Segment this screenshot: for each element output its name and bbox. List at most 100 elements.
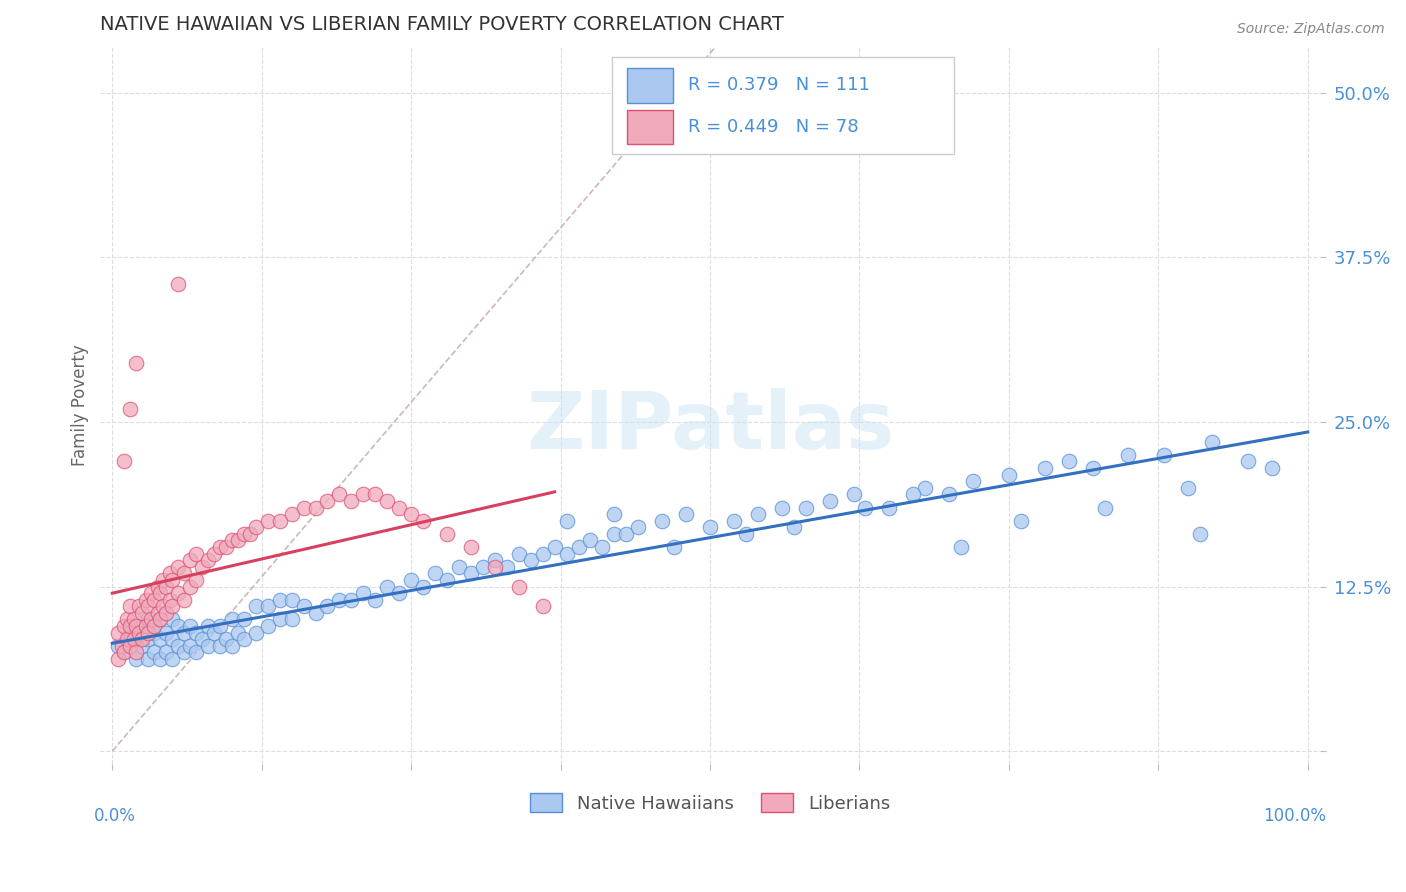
Point <box>269 592 291 607</box>
Point <box>436 526 458 541</box>
Point <box>136 652 159 666</box>
Point <box>352 487 374 501</box>
Point <box>495 559 517 574</box>
Point <box>184 573 207 587</box>
Point <box>135 592 157 607</box>
Text: NATIVE HAWAIIAN VS LIBERIAN FAMILY POVERTY CORRELATION CHART: NATIVE HAWAIIAN VS LIBERIAN FAMILY POVER… <box>100 15 785 34</box>
Point <box>555 514 578 528</box>
Point <box>879 500 901 515</box>
Point <box>543 540 565 554</box>
Point <box>375 494 398 508</box>
Point <box>962 474 984 488</box>
Point <box>136 599 159 614</box>
Point <box>179 553 201 567</box>
Point <box>603 526 626 541</box>
Point <box>664 540 686 554</box>
Point <box>938 487 960 501</box>
Point <box>160 573 183 587</box>
Point <box>120 401 142 416</box>
Point <box>818 494 841 508</box>
Point <box>167 277 190 291</box>
Point <box>112 645 135 659</box>
Point <box>221 612 243 626</box>
Point <box>173 645 195 659</box>
FancyBboxPatch shape <box>627 68 673 103</box>
Point <box>143 645 166 659</box>
Point <box>675 507 697 521</box>
Point <box>160 612 183 626</box>
Point <box>155 645 177 659</box>
Point <box>388 586 411 600</box>
Legend: Native Hawaiians, Liberians: Native Hawaiians, Liberians <box>523 786 897 820</box>
Point <box>120 625 142 640</box>
Point <box>208 639 231 653</box>
FancyBboxPatch shape <box>613 57 953 154</box>
Point <box>184 547 207 561</box>
Point <box>316 494 339 508</box>
Point <box>159 566 181 581</box>
Point <box>226 625 249 640</box>
Point <box>735 526 758 541</box>
Point <box>202 625 225 640</box>
Point <box>179 639 201 653</box>
Point <box>614 526 637 541</box>
Point <box>232 612 254 626</box>
Point <box>245 520 267 534</box>
Point <box>280 507 302 521</box>
Point <box>232 526 254 541</box>
Point <box>167 586 190 600</box>
Point <box>239 526 262 541</box>
Point <box>292 500 315 515</box>
Point <box>651 514 673 528</box>
Point <box>269 514 291 528</box>
Point <box>191 559 214 574</box>
Point <box>1118 448 1140 462</box>
Point <box>131 632 153 647</box>
Point <box>184 625 207 640</box>
Point <box>245 625 267 640</box>
Point <box>146 580 169 594</box>
Point <box>903 487 925 501</box>
Point <box>352 586 374 600</box>
Point <box>460 566 482 581</box>
Point <box>471 559 494 574</box>
Point <box>723 514 745 528</box>
Point <box>143 592 166 607</box>
Point <box>191 632 214 647</box>
Point <box>139 612 162 626</box>
Point <box>256 599 278 614</box>
Point <box>173 625 195 640</box>
Point <box>107 639 129 653</box>
Point <box>139 586 162 600</box>
Text: ZIPatlas: ZIPatlas <box>526 388 894 466</box>
Point <box>120 619 142 633</box>
Point <box>412 514 434 528</box>
Point <box>1201 434 1223 449</box>
Point <box>197 553 219 567</box>
Point <box>1033 461 1056 475</box>
Point <box>375 580 398 594</box>
Point <box>770 500 793 515</box>
Point <box>125 645 148 659</box>
Point <box>131 639 153 653</box>
Point <box>179 580 201 594</box>
Point <box>855 500 877 515</box>
Point <box>783 520 806 534</box>
Point <box>508 580 530 594</box>
Text: R = 0.379   N = 111: R = 0.379 N = 111 <box>688 77 870 95</box>
Point <box>484 559 506 574</box>
Point <box>591 540 613 554</box>
Point <box>122 632 145 647</box>
Text: R = 0.449   N = 78: R = 0.449 N = 78 <box>688 118 859 136</box>
Point <box>160 599 183 614</box>
Point <box>304 606 326 620</box>
Point <box>197 619 219 633</box>
Text: Source: ZipAtlas.com: Source: ZipAtlas.com <box>1237 22 1385 37</box>
Point <box>531 599 554 614</box>
Point <box>149 612 172 626</box>
Y-axis label: Family Poverty: Family Poverty <box>72 344 89 467</box>
Point <box>842 487 865 501</box>
Point <box>125 652 148 666</box>
Point <box>1177 481 1199 495</box>
Point <box>699 520 721 534</box>
